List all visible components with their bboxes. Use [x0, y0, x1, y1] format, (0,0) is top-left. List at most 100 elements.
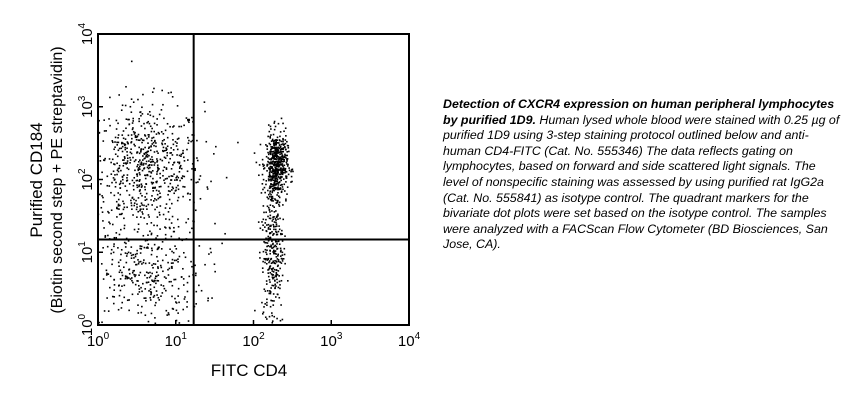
data-point: [109, 96, 111, 99]
data-point: [146, 166, 149, 169]
data-point: [175, 302, 178, 304]
data-point: [133, 204, 136, 207]
data-point: [271, 312, 273, 314]
data-point: [131, 208, 133, 211]
data-point: [135, 199, 137, 202]
data-point: [110, 173, 113, 175]
data-point: [156, 294, 158, 296]
data-point: [114, 141, 116, 143]
data-point: [139, 189, 141, 191]
data-point: [102, 201, 105, 203]
data-point: [145, 155, 147, 158]
data-point: [118, 271, 121, 274]
data-point: [143, 162, 145, 165]
data-point: [272, 223, 275, 226]
data-point: [262, 260, 264, 263]
data-point: [114, 153, 117, 156]
data-point: [160, 266, 163, 269]
data-point: [165, 167, 168, 169]
data-point: [153, 224, 155, 227]
data-point: [270, 198, 273, 200]
data-point: [144, 174, 147, 177]
data-point: [274, 154, 277, 156]
data-point: [286, 165, 289, 167]
data-point: [266, 259, 269, 261]
data-point: [172, 143, 175, 146]
data-point: [116, 216, 118, 218]
data-point: [156, 180, 158, 183]
data-point: [155, 133, 158, 135]
data-point: [272, 205, 274, 207]
data-point: [109, 222, 111, 225]
data-point: [146, 246, 149, 248]
data-point: [266, 165, 268, 167]
data-point: [97, 200, 99, 202]
data-point: [270, 199, 273, 201]
data-point: [274, 150, 277, 152]
data-point: [120, 169, 122, 172]
data-point: [126, 151, 128, 153]
data-point: [269, 166, 272, 168]
data-point: [126, 275, 128, 278]
data-point: [150, 291, 153, 294]
data-point: [150, 181, 153, 184]
data-point: [191, 168, 193, 170]
data-point: [107, 273, 110, 275]
data-point: [117, 122, 119, 125]
data-point: [277, 260, 280, 263]
data-point: [161, 241, 164, 243]
data-point: [274, 174, 277, 177]
data-point: [258, 251, 261, 254]
data-point: [156, 159, 159, 162]
data-point: [98, 119, 100, 122]
data-point: [273, 172, 275, 175]
data-point: [112, 302, 115, 305]
data-point: [119, 269, 122, 272]
data-point: [272, 170, 275, 173]
data-point: [200, 289, 203, 292]
data-point: [270, 162, 273, 165]
data-point: [144, 239, 147, 242]
data-point: [273, 228, 275, 231]
data-point: [136, 280, 138, 282]
data-point: [138, 160, 140, 163]
data-point: [141, 141, 143, 144]
y-tick-label: 104: [77, 22, 96, 45]
data-point: [111, 295, 114, 298]
data-point: [264, 241, 266, 244]
data-point: [121, 301, 124, 304]
data-point: [147, 214, 150, 216]
data-point: [98, 131, 101, 134]
data-point: [274, 148, 277, 150]
data-point: [123, 143, 126, 145]
data-point: [166, 145, 169, 148]
data-point: [173, 173, 175, 176]
data-point: [277, 149, 279, 151]
data-point: [267, 226, 270, 229]
data-point: [264, 222, 267, 224]
data-point: [118, 94, 120, 96]
data-point: [121, 285, 123, 287]
data-point: [149, 284, 152, 286]
data-point: [145, 198, 148, 201]
data-point: [258, 174, 260, 177]
data-point: [278, 147, 281, 150]
data-point: [278, 176, 280, 179]
data-point: [186, 290, 189, 293]
data-point: [281, 176, 283, 178]
data-point: [286, 144, 289, 147]
data-point: [261, 301, 263, 304]
data-point: [175, 186, 178, 189]
data-point: [269, 292, 272, 295]
data-point: [178, 322, 181, 324]
data-point: [124, 246, 127, 248]
data-point: [152, 187, 155, 189]
data-point: [160, 131, 163, 133]
data-point: [158, 190, 160, 192]
y-tick-label: 102: [77, 168, 96, 191]
data-point: [280, 167, 282, 169]
data-point: [97, 213, 100, 216]
data-point: [138, 288, 141, 290]
data-point: [270, 179, 273, 181]
data-point: [132, 214, 134, 216]
